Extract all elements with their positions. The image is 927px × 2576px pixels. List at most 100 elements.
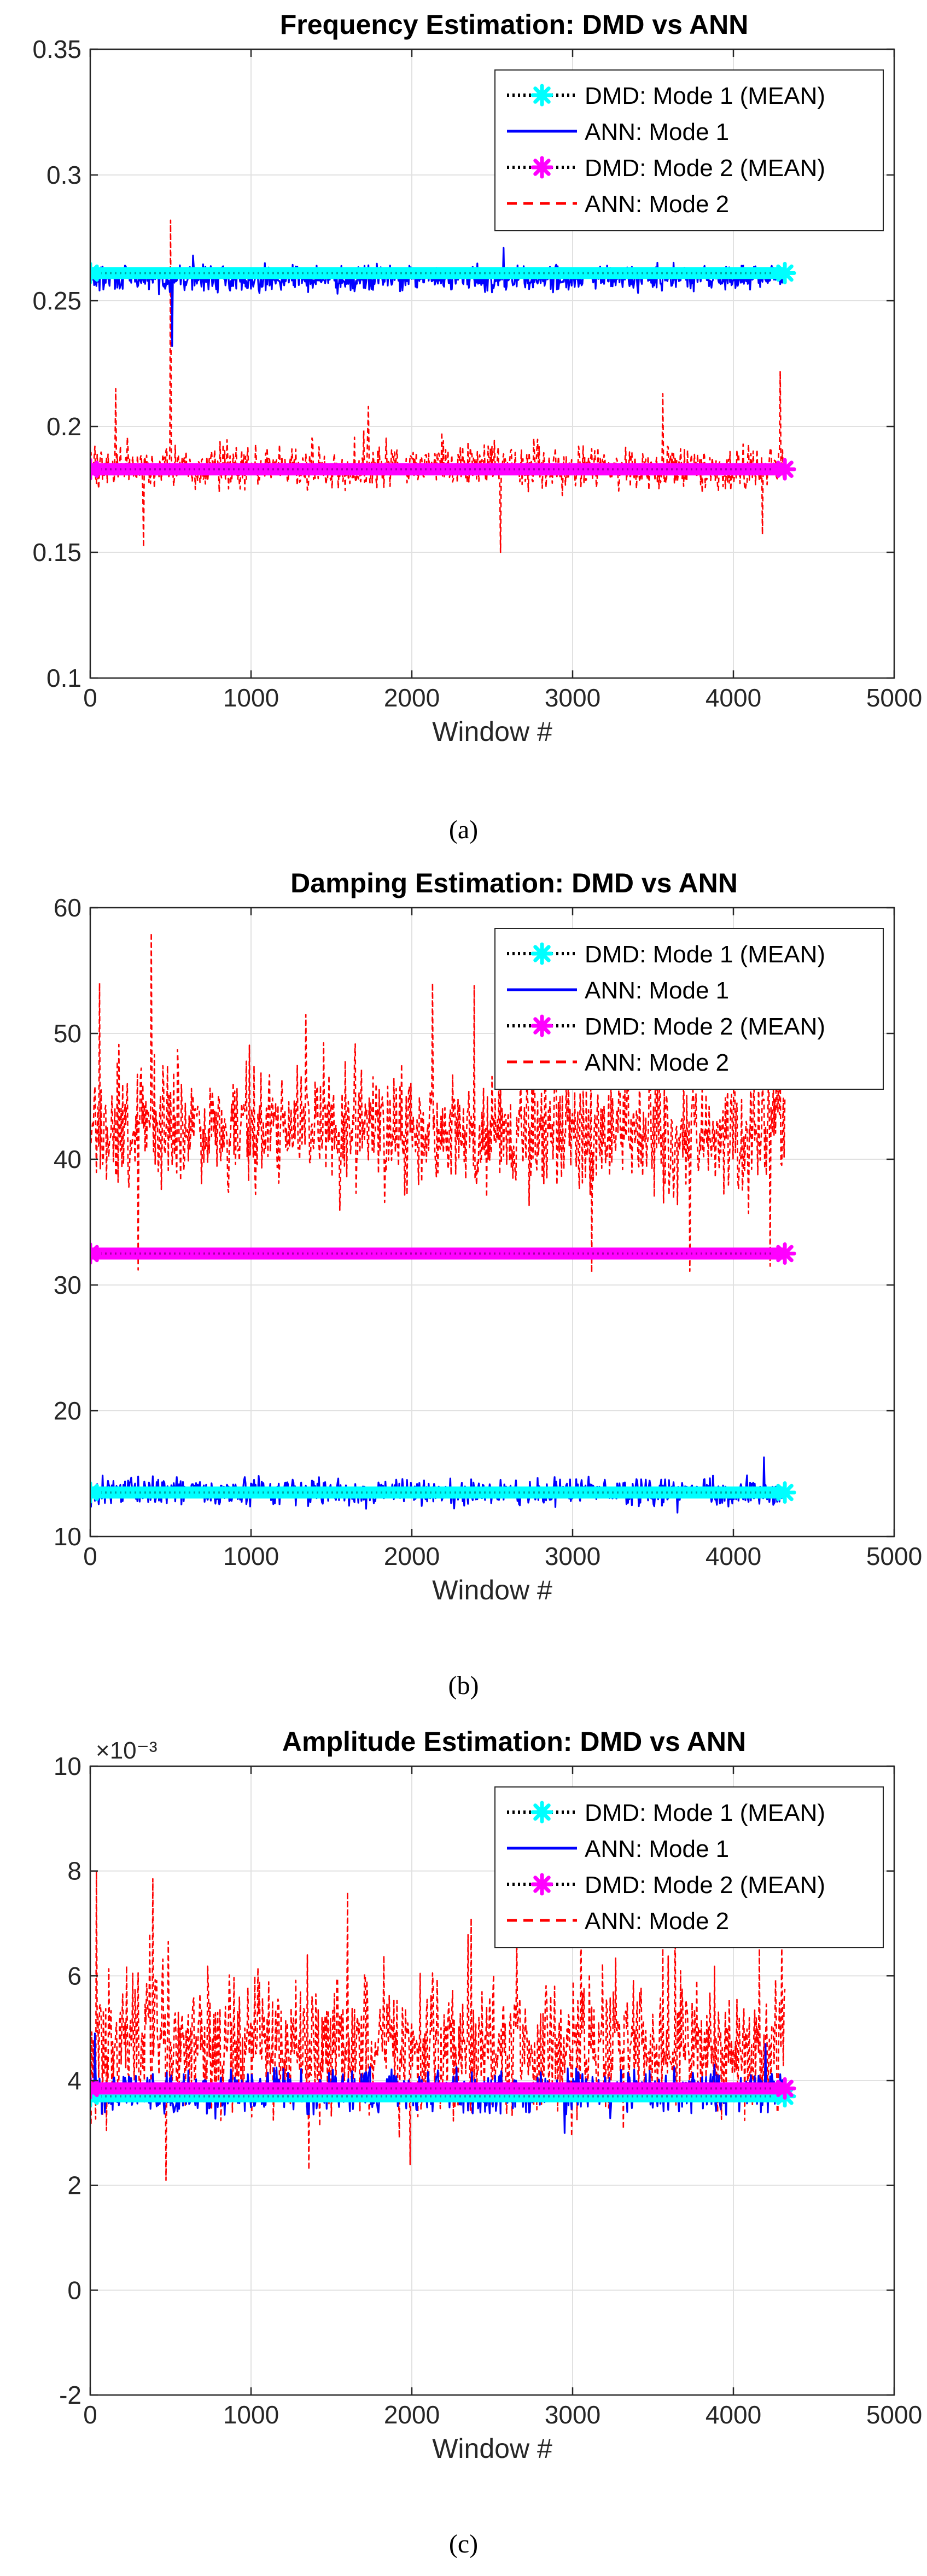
axes-box (89, 907, 895, 1538)
x-tick-label: 0 (83, 1542, 97, 1570)
legend-entry-label: ANN: Mode 1 (585, 977, 729, 1004)
x-tick-label: 2000 (384, 684, 440, 712)
series-dmd-mode-2-mean-top-marker (90, 458, 102, 481)
chart-panel-c: 0 1000 2000 3000 4000 5000 -2 0 2 4 6 8 10 ×10⁻³ Ampli… (0, 1717, 927, 2537)
x-tick-label: 2000 (384, 1542, 440, 1570)
legend-swatch-marker (530, 1873, 553, 1896)
legend-entry-label: ANN: Mode 2 (585, 1908, 729, 1935)
x-tick-label: 5000 (866, 2400, 922, 2429)
marker-stroke (533, 1876, 551, 1893)
legend-entry-label: ANN: Mode 1 (585, 119, 729, 145)
series-ann-mode-2 (90, 932, 786, 1274)
legend: DMD: Mode 1 (MEAN) ANN: Mode 1 DMD: Mode 2… (494, 1786, 884, 1948)
y-tick-label: 0.1 (46, 664, 81, 692)
chart-title: Damping Estimation: DMD vs ANN (290, 868, 738, 898)
legend-entry-label: ANN: Mode 1 (585, 1836, 729, 1862)
marker-stroke (533, 945, 551, 962)
legend-entry-label: ANN: Mode 2 (585, 191, 729, 218)
y-tick-label: 40 (54, 1145, 81, 1173)
series-dmd-mode-2-mean-marker (90, 1242, 102, 1265)
y-tick-label: 10 (54, 1752, 81, 1780)
x-tick-label: 4000 (706, 2400, 761, 2429)
y-tick-label: 0.35 (32, 35, 81, 63)
y-tick-label: 10 (54, 1522, 81, 1551)
legend: DMD: Mode 1 (MEAN) ANN: Mode 1 DMD: Mode 2… (494, 928, 884, 1090)
legend-entry-label: DMD: Mode 2 (MEAN) (585, 1013, 825, 1040)
chart-panel-a: 0 1000 2000 3000 4000 5000 0.1 0.15 0.2 0.25 0.3 0.… (0, 0, 927, 820)
y-tick-label: 0.3 (46, 161, 81, 189)
marker-stroke (533, 1017, 551, 1035)
marker-stroke (90, 2080, 99, 2092)
marker-stroke (533, 159, 551, 176)
marker-stroke (533, 1803, 551, 1821)
marker-stroke (776, 2080, 794, 2098)
chart-title: Frequency Estimation: DMD vs ANN (280, 9, 749, 40)
legend-swatch-marker (530, 84, 553, 107)
marker-stroke (90, 1483, 99, 1496)
y-tick-label: 2 (67, 2171, 81, 2200)
marker-stroke (90, 1251, 99, 1263)
series-dmd-mode-1-mean-marker (773, 1481, 796, 1504)
y-tick-label: 50 (54, 1019, 81, 1048)
marker-stroke (90, 264, 99, 276)
x-tick-label: 2000 (384, 2400, 440, 2429)
y-tick-label: 20 (54, 1397, 81, 1425)
legend-swatch-marker (530, 942, 553, 965)
x-tick-label: 3000 (545, 2400, 600, 2429)
legend-swatch-marker (530, 1014, 553, 1037)
legend-entry-label: DMD: Mode 1 (MEAN) (585, 941, 825, 968)
marker-stroke (776, 1245, 794, 1263)
data-layer (90, 1870, 796, 2181)
series-dmd-mode-2-mean-top-marker (773, 458, 796, 481)
marker-stroke (776, 460, 794, 478)
y-tick-label: 4 (67, 2066, 81, 2095)
caption-a: (a) (448, 815, 479, 844)
y-tick-label: 8 (67, 1857, 81, 1885)
x-axis-label: Window # (432, 1575, 552, 1605)
chart-title: Amplitude Estimation: DMD vs ANN (282, 1726, 746, 1757)
damping-chart: 0 1000 2000 3000 4000 5000 10 20 30 40 50 60 Damping… (54, 868, 922, 1605)
marker-stroke (776, 264, 794, 282)
y-exponent-label: ×10⁻³ (96, 1737, 158, 1764)
y-tick-label: 60 (54, 893, 81, 922)
legend-entry-label: DMD: Mode 1 (MEAN) (585, 83, 825, 109)
legend-swatch-marker (530, 1801, 553, 1824)
series-dmd-mode-2-mean-top-marker (90, 2077, 102, 2100)
marker-stroke (90, 460, 99, 472)
y-tick-label: 0 (67, 2276, 81, 2304)
x-tick-label: 5000 (866, 1542, 922, 1570)
chart-panel-b: 0 1000 2000 3000 4000 5000 10 20 30 40 50 60 Damping… (0, 858, 927, 1679)
x-tick-label: 3000 (545, 1542, 600, 1570)
marker-stroke (90, 2086, 99, 2098)
marker-stroke (90, 270, 99, 282)
data-layer (90, 932, 796, 1514)
marker-stroke (90, 1489, 99, 1502)
x-tick-label: 3000 (545, 684, 600, 712)
legend-swatch-marker (530, 156, 553, 179)
series-dmd-mode-1-mean-marker (90, 1481, 102, 1504)
ticks: 0 1000 2000 3000 4000 5000 0.1 0.15 0.2 0.25 0.3 0.… (32, 35, 922, 712)
marker-stroke (90, 466, 99, 478)
frequency-chart: 0 1000 2000 3000 4000 5000 0.1 0.15 0.2 0.25 0.3 0.… (32, 9, 922, 747)
x-tick-label: 1000 (223, 684, 279, 712)
marker-stroke (90, 1245, 99, 1257)
marker-stroke (533, 86, 551, 104)
y-tick-label: 0.25 (32, 287, 81, 315)
y-tick-label: -2 (59, 2381, 81, 2409)
legend-entry-label: DMD: Mode 1 (MEAN) (585, 1800, 825, 1826)
series-ann-mode-2 (90, 1870, 786, 2181)
caption-c: (c) (448, 2530, 479, 2559)
legend-entry-label: DMD: Mode 2 (MEAN) (585, 155, 825, 182)
y-tick-label: 0.2 (46, 412, 81, 441)
x-tick-label: 5000 (866, 684, 922, 712)
y-tick-label: 0.15 (32, 538, 81, 566)
ticks: 0 1000 2000 3000 4000 5000 10 20 30 40 50 60 (54, 893, 922, 1570)
x-tick-label: 1000 (223, 2400, 279, 2429)
x-tick-label: 0 (83, 684, 97, 712)
x-tick-label: 4000 (706, 1542, 761, 1570)
x-axis-label: Window # (432, 2433, 552, 2464)
y-tick-label: 6 (67, 1961, 81, 1990)
axes-box (89, 48, 895, 679)
x-tick-label: 1000 (223, 1542, 279, 1570)
